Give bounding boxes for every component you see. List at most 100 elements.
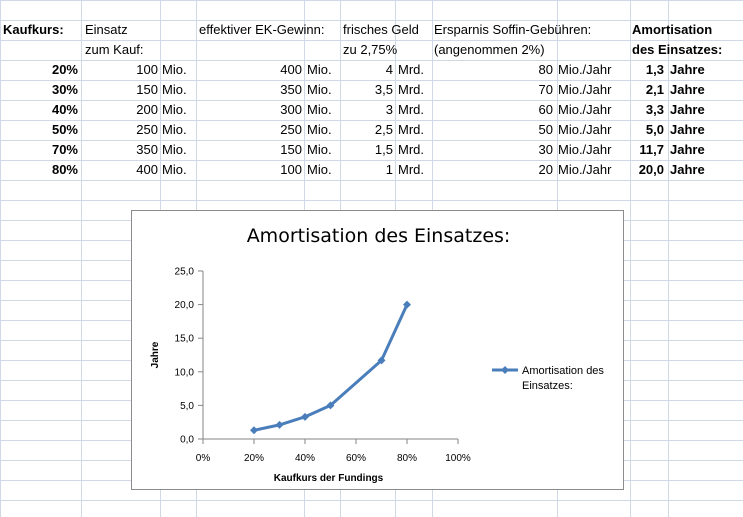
cell-geld-unit[interactable]: Mrd. [398,62,424,77]
cell-kaufkurs[interactable]: 80% [51,162,78,177]
header-kaufkurs[interactable]: Kaufkurs: [3,22,64,37]
cell-frisches-geld[interactable]: 2,5 [374,122,393,137]
cell-kaufkurs[interactable]: 30% [51,82,78,97]
cell-ersparnis[interactable]: 70 [538,82,553,97]
cell-einsatz[interactable]: 350 [136,142,158,157]
header-amortisation-line2[interactable]: des Einsatzes: [632,42,723,57]
cell-ersparnis[interactable]: 60 [538,102,553,117]
header-ersparnis-line1[interactable]: Ersparnis Soffin-Gebühren: [434,22,592,37]
cell-geld-unit[interactable]: Mrd. [398,102,424,117]
cell-kaufkurs[interactable]: 40% [51,102,78,117]
cell-einsatz-unit[interactable]: Mio. [162,82,187,97]
data-point-marker [250,426,258,435]
cell-ek-gewinn[interactable]: 400 [280,62,302,77]
cell-einsatz-unit[interactable]: Mio. [162,102,187,117]
cell-ersparnis[interactable]: 80 [538,62,553,77]
y-tick-label: 20,0 [175,300,195,311]
cell-amortisation-unit[interactable]: Jahre [670,102,705,117]
data-point-marker [301,412,309,421]
cell-amortisation-unit[interactable]: Jahre [670,122,705,137]
y-tick-label: 10,0 [175,367,195,378]
legend-label: Amortisation des Einsatzes: [522,365,604,392]
x-tick-label: 100% [445,453,471,464]
cell-ek-unit[interactable]: Mio. [307,122,332,137]
cell-ek-gewinn[interactable]: 100 [280,162,302,177]
cell-geld-unit[interactable]: Mrd. [398,82,424,97]
cell-ersparnis-unit[interactable]: Mio./Jahr [558,102,612,117]
grid-column-line [630,0,631,517]
cell-ersparnis[interactable]: 50 [538,122,553,137]
cell-kaufkurs[interactable]: 20% [51,62,78,77]
cell-amortisation-unit[interactable]: Jahre [670,82,705,97]
cell-geld-unit[interactable]: Mrd. [398,142,424,157]
cell-amortisation-unit[interactable]: Jahre [670,62,705,77]
cell-ersparnis[interactable]: 30 [538,142,553,157]
y-tick-label: 15,0 [175,334,195,345]
cell-ek-unit[interactable]: Mio. [307,82,332,97]
cell-frisches-geld[interactable]: 3,5 [374,82,393,97]
cell-ersparnis-unit[interactable]: Mio./Jahr [558,142,612,157]
cell-einsatz[interactable]: 150 [136,82,158,97]
cell-geld-unit[interactable]: Mrd. [398,162,424,177]
cell-ersparnis-unit[interactable]: Mio./Jahr [558,62,612,77]
cell-ek-gewinn[interactable]: 250 [280,122,302,137]
grid-row-line [0,40,743,41]
cell-ersparnis-unit[interactable]: Mio./Jahr [558,162,612,177]
cell-ek-unit[interactable]: Mio. [307,142,332,157]
cell-einsatz[interactable]: 200 [136,102,158,117]
cell-amortisation[interactable]: 1,3 [645,62,664,77]
cell-frisches-geld[interactable]: 1 [385,162,393,177]
cell-amortisation[interactable]: 3,3 [645,102,664,117]
grid-row-line [0,200,743,201]
cell-frisches-geld[interactable]: 3 [385,102,393,117]
cell-ek-unit[interactable]: Mio. [307,162,332,177]
grid-row-line [0,160,743,161]
data-point-marker [275,420,284,429]
x-tick-label: 40% [295,453,315,464]
cell-kaufkurs[interactable]: 70% [51,142,78,157]
y-axis-title: Jahre [150,341,161,368]
cell-einsatz[interactable]: 250 [136,122,158,137]
header-ersparnis-line2[interactable]: (angenommen 2%) [434,42,545,57]
cell-einsatz-unit[interactable]: Mio. [162,122,187,137]
cell-ersparnis[interactable]: 20 [538,162,553,177]
cell-frisches-geld[interactable]: 1,5 [374,142,393,157]
x-tick-label: 80% [397,453,417,464]
cell-kaufkurs[interactable]: 50% [51,122,78,137]
cell-ek-unit[interactable]: Mio. [307,62,332,77]
cell-ersparnis-unit[interactable]: Mio./Jahr [558,122,612,137]
header-frisches-geld-line2[interactable]: zu 2,75% [343,42,398,57]
cell-einsatz-unit[interactable]: Mio. [162,162,187,177]
grid-row-line [0,180,743,181]
cell-amortisation[interactable]: 5,0 [645,122,664,137]
cell-amortisation[interactable]: 11,7 [639,142,664,157]
cell-amortisation-unit[interactable]: Jahre [670,142,705,157]
cell-amortisation[interactable]: 20,0 [638,162,664,177]
grid-row-line [0,60,743,61]
grid-column-line [0,0,1,517]
cell-ek-gewinn[interactable]: 300 [280,102,302,117]
cell-ek-unit[interactable]: Mio. [307,102,332,117]
grid-row-line [0,140,743,141]
cell-ek-gewinn[interactable]: 350 [280,82,302,97]
cell-einsatz[interactable]: 400 [136,162,158,177]
cell-amortisation[interactable]: 2,1 [645,82,664,97]
header-einsatz-line2[interactable]: zum Kauf: [85,42,144,57]
cell-ersparnis-unit[interactable]: Mio./Jahr [558,82,612,97]
grid-row-line [0,500,743,501]
cell-einsatz-unit[interactable]: Mio. [162,62,187,77]
line-chart[interactable]: Amortisation des Einsatzes: 0,0 5,0 10,0 15… [131,210,624,490]
header-ek-gewinn[interactable]: effektiver EK-Gewinn: [199,22,325,37]
cell-einsatz-unit[interactable]: Mio. [162,142,187,157]
y-tick-label: 25,0 [175,267,195,278]
cell-ek-gewinn[interactable]: 150 [280,142,302,157]
header-frisches-geld-line1[interactable]: frisches Geld [343,22,419,37]
cell-geld-unit[interactable]: Mrd. [398,122,424,137]
cell-amortisation-unit[interactable]: Jahre [670,162,705,177]
cell-einsatz[interactable]: 100 [136,62,158,77]
header-amortisation-line1[interactable]: Amortisation [632,22,713,37]
grid-row-line [0,80,743,81]
cell-frisches-geld[interactable]: 4 [385,62,393,77]
x-axis-title: Kaufkurs der Fundings [274,473,384,484]
header-einsatz-line1[interactable]: Einsatz [85,22,128,37]
